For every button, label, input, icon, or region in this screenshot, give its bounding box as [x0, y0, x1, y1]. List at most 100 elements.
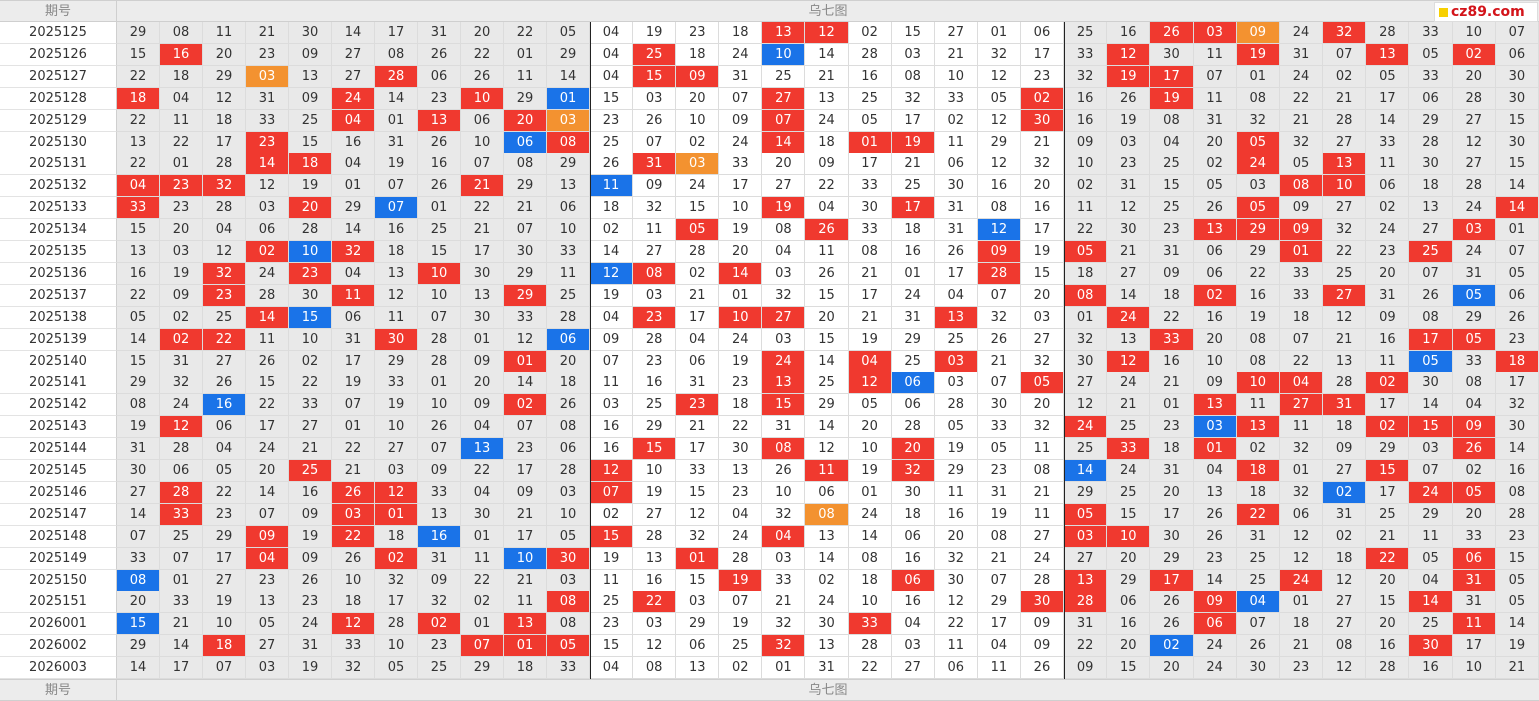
number-cell: 02: [1064, 175, 1108, 198]
number-cell-highlighted: 03: [934, 350, 978, 373]
number-cell: 17: [504, 460, 547, 482]
number-cell: 16: [1150, 350, 1194, 373]
number-cell: 27: [1323, 591, 1367, 614]
number-cell: 10: [633, 460, 677, 482]
number-cell: 02: [934, 109, 978, 132]
number-cell: 05: [848, 109, 892, 132]
number-cell: 22: [461, 460, 504, 482]
number-cell: 12: [676, 503, 720, 526]
number-cell: 16: [1366, 635, 1410, 658]
number-cell: 05: [977, 438, 1021, 461]
number-cell: 32: [891, 87, 935, 110]
number-cell: 31: [418, 22, 461, 44]
number-cell-highlighted: 05: [1409, 350, 1453, 373]
number-cell: 07: [1279, 328, 1324, 351]
number-cell: 25: [590, 131, 634, 154]
number-cell: 32: [1064, 328, 1108, 351]
number-cell: 19: [1495, 635, 1539, 658]
number-cell: 08: [762, 219, 806, 242]
number-cell-highlighted: 12: [590, 262, 634, 285]
header-period-label: 期号: [0, 1, 117, 23]
number-cell: 19: [289, 525, 332, 548]
number-cell-highlighted: 13: [1236, 416, 1280, 439]
number-cell-highlighted: 02: [1452, 43, 1496, 66]
number-cell: 16: [891, 547, 935, 570]
number-cell: 26: [934, 241, 978, 263]
number-cell: 28: [547, 460, 590, 482]
site-logo[interactable]: cz89.com: [1434, 2, 1538, 22]
number-cell: 23: [504, 438, 547, 461]
number-cell: 24: [719, 131, 763, 154]
number-cell: 17: [1150, 503, 1194, 526]
number-cell: 24: [719, 43, 763, 66]
number-cell: 05: [246, 613, 289, 636]
table-row: 2025134 15 20 04 06 28 14 16 25 21 07 10 02 11 05 19 08 2…: [0, 219, 1539, 242]
number-cell: 14: [547, 65, 590, 88]
number-cell: 09: [1020, 613, 1064, 636]
number-cell: 29: [461, 657, 504, 680]
number-cell-highlighted: 24: [1064, 416, 1108, 439]
number-cell: 28: [1409, 131, 1453, 154]
number-cell: 14: [805, 43, 849, 66]
number-cell: 22: [1150, 306, 1194, 329]
number-cell-highlighted: 05: [676, 219, 720, 242]
number-cell: 31: [719, 65, 763, 88]
number-cell: 30: [719, 438, 763, 461]
number-cell-highlighted: 12: [160, 416, 203, 439]
number-cell: 30: [1064, 350, 1108, 373]
number-cell: 30: [805, 613, 849, 636]
number-cell: 13: [633, 547, 677, 570]
number-cell-highlighted: 06: [547, 328, 590, 351]
number-cell: 21: [977, 547, 1021, 570]
number-cell-highlighted: 04: [246, 547, 289, 570]
number-cell: 18: [676, 43, 720, 66]
number-cell: 17: [719, 175, 763, 198]
number-cell: 07: [1409, 262, 1453, 285]
number-cell: 26: [418, 43, 461, 66]
number-cell: 22: [117, 284, 160, 307]
number-cell-highlighted: 10: [461, 87, 504, 110]
footer-period-label: 期号: [0, 680, 117, 701]
number-cell-highlighted: 26: [332, 481, 375, 504]
number-cell-highlighted: 02: [1366, 372, 1410, 395]
number-cell-highlighted: 04: [762, 525, 806, 548]
number-cell: 24: [891, 284, 935, 307]
period-cell: 2026002: [0, 635, 117, 658]
number-cell-highlighted: 13: [762, 372, 806, 395]
number-cell: 05: [117, 306, 160, 329]
number-cell: 18: [1064, 262, 1108, 285]
number-cell-highlighted: 08: [547, 591, 590, 614]
number-cell: 14: [117, 503, 160, 526]
number-cell-highlighted: 19: [1107, 65, 1151, 88]
number-cell: 06: [891, 525, 935, 548]
number-cell: 32: [418, 591, 461, 614]
number-cell: 09: [1020, 635, 1064, 658]
number-cell: 24: [1452, 197, 1496, 220]
number-cell: 30: [289, 22, 332, 44]
number-cell: 33: [160, 591, 203, 614]
table-row: 2025138 05 02 25 14 15 06 11 07 30 33 28 04 23 17 10 27 2…: [0, 306, 1539, 329]
number-cell: 20: [1020, 394, 1064, 417]
number-cell: 21: [1366, 525, 1410, 548]
number-cell: 09: [289, 547, 332, 570]
number-cell: 17: [1020, 219, 1064, 242]
number-cell-highlighted: 12: [590, 460, 634, 482]
number-cell: 23: [676, 22, 720, 44]
number-cell-highlighted: 30: [375, 328, 418, 351]
number-cell: 16: [375, 219, 418, 242]
number-cell: 20: [1020, 284, 1064, 307]
number-cell: 27: [1452, 153, 1496, 176]
number-cell-highlighted: 17: [1150, 569, 1194, 592]
number-cell: 31: [891, 306, 935, 329]
number-cell-highlighted: 23: [289, 262, 332, 285]
number-cell: 08: [1452, 372, 1496, 395]
number-cell: 33: [1452, 350, 1496, 373]
number-cell: 32: [1236, 109, 1280, 132]
period-cell: 2026001: [0, 613, 117, 636]
number-cell-highlighted: 02: [1193, 284, 1237, 307]
number-cell: 12: [1107, 197, 1151, 220]
number-cell: 04: [805, 197, 849, 220]
number-cell: 14: [1495, 175, 1539, 198]
period-cell: 2025149: [0, 547, 117, 570]
number-cell: 03: [934, 372, 978, 395]
